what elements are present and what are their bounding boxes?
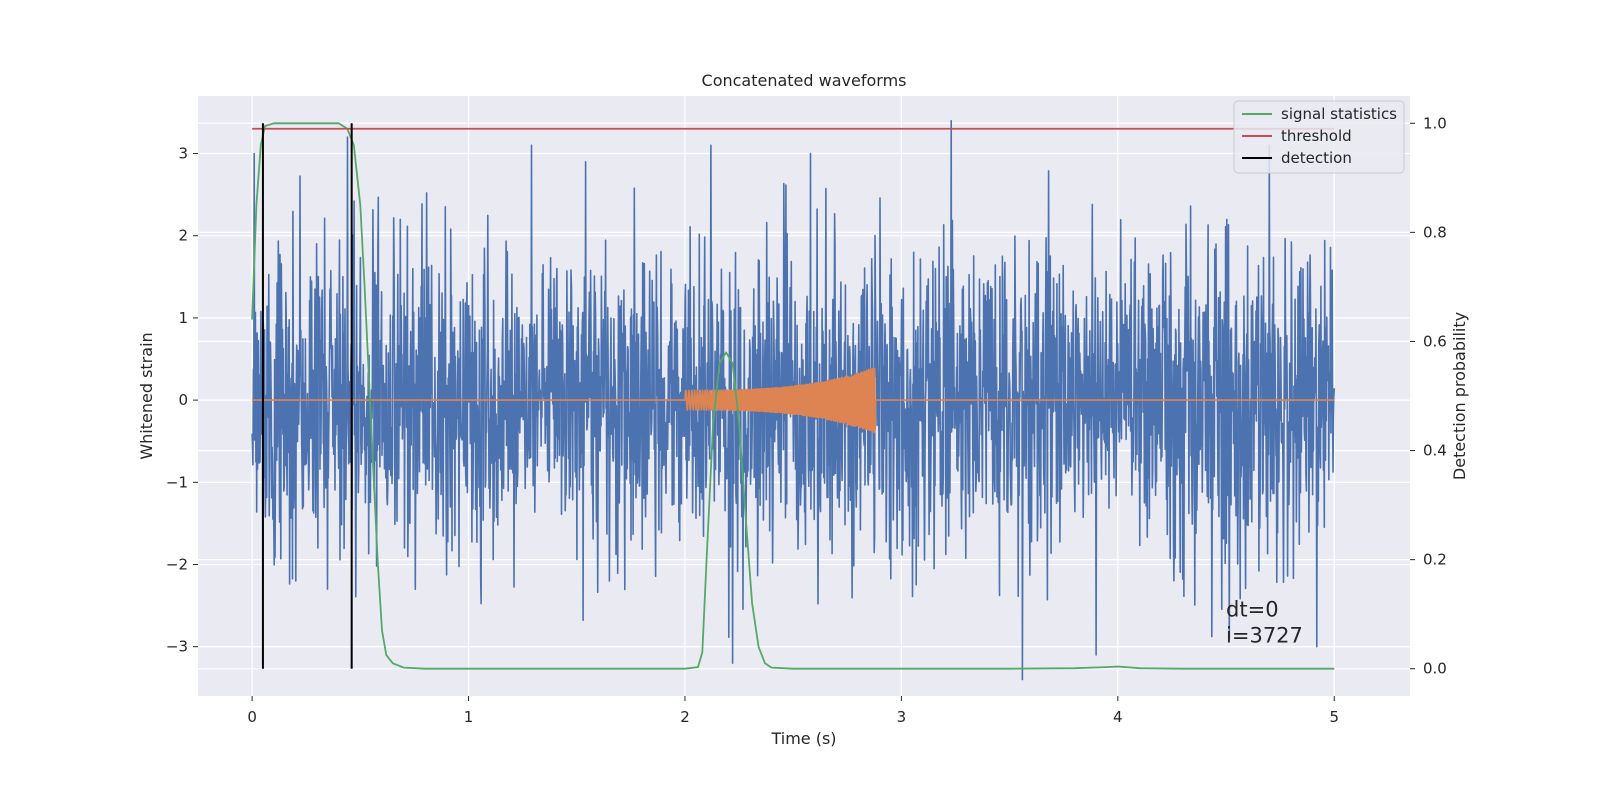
annotation-0: dt=0: [1226, 598, 1279, 622]
series-layer: [251, 119, 1336, 681]
x-tick-label-5: 5: [1329, 708, 1339, 726]
y-right-tick-label-3: 0.6: [1423, 332, 1447, 350]
legend-label-0: signal statistics: [1281, 105, 1397, 123]
legend-label-2: detection: [1281, 149, 1352, 167]
x-tick-label-0: 0: [247, 708, 257, 726]
y-left-tick-label-6: 3: [178, 145, 188, 163]
y-right-tick-label-5: 1.0: [1423, 114, 1447, 132]
ticks: 0 1 2 3 4 5 −3 −2 −1 0 1 2 3 0.0 0.2 0.4 0.6 0.8 1.0: [166, 114, 1447, 726]
x-axis-label: Time (s): [770, 729, 836, 748]
legend-label-1: threshold: [1281, 127, 1352, 145]
y-left-tick-label-0: −3: [166, 638, 188, 656]
y-right-tick-label-4: 0.8: [1423, 223, 1447, 241]
x-tick-label-3: 3: [897, 708, 907, 726]
annotations: dt=0i=3727: [1226, 598, 1303, 648]
y-left-tick-label-3: 0: [178, 391, 188, 409]
x-tick-label-1: 1: [464, 708, 474, 726]
y-axis-label-right: Detection probability: [1450, 312, 1469, 480]
y-left-tick-label-2: −1: [166, 473, 188, 491]
legend-box: [1233, 100, 1405, 174]
y-axis-label-left: Whitened strain: [137, 332, 156, 459]
y-right-tick-label-0: 0.0: [1423, 660, 1447, 678]
series-whitened-strain: [251, 119, 1336, 681]
y-left-tick-label-5: 2: [178, 227, 188, 245]
chart-title: Concatenated waveforms: [702, 71, 907, 90]
y-right-tick-label-2: 0.4: [1423, 442, 1447, 460]
series-signal-statistics: [251, 122, 1335, 670]
x-tick-label-2: 2: [680, 708, 690, 726]
annotation-1: i=3727: [1226, 623, 1303, 647]
legend: signal statistics threshold detection: [1233, 100, 1405, 174]
y-left-tick-label-4: 1: [178, 309, 188, 327]
y-right-tick-label-1: 0.2: [1423, 551, 1447, 569]
x-tick-label-4: 4: [1113, 708, 1123, 726]
y-left-tick-label-1: −2: [166, 555, 188, 573]
